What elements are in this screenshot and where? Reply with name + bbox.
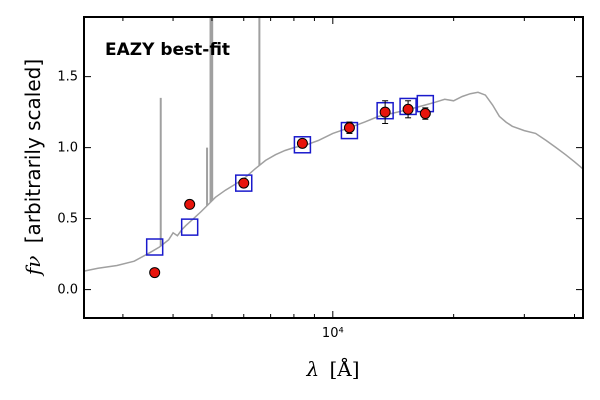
observed-photometry-point	[379, 106, 391, 118]
template-sed-line	[83, 91, 584, 272]
observed-photometry-point	[402, 103, 414, 115]
model-photometry-marker	[145, 238, 164, 256]
observed-photometry-point	[238, 177, 250, 189]
ticks-layer: 0.0 0.5 1.0 1.5 10⁴	[57, 17, 583, 341]
observed-photometry-point	[419, 108, 431, 120]
y-tick-label: 0.5	[57, 212, 78, 227]
y-axis-text: [arbitrarily scaled]	[21, 59, 45, 243]
chart-annotation: EAZY best-fit	[105, 40, 230, 60]
model-photometry-marker	[180, 218, 199, 236]
observed-photometry-point	[296, 137, 308, 149]
observed-photometry-point	[149, 267, 161, 279]
x-axis-unit: [Å]	[329, 356, 359, 381]
y-tick-label: 1.5	[57, 70, 78, 85]
y-axis-symbol: fν	[21, 256, 45, 278]
x-axis-symbol: λ	[305, 357, 319, 381]
x-axis-label: λ [Å]	[305, 356, 359, 381]
plot-frame	[83, 16, 584, 319]
photometry-layer	[145, 94, 435, 279]
model-photometry-marker	[234, 174, 253, 192]
y-axis-label: fν [arbitrarily scaled]	[21, 59, 45, 277]
model-photometry-marker	[293, 136, 312, 154]
y-tick-label: 1.0	[57, 141, 78, 156]
template-sed-layer	[83, 18, 584, 272]
x-tick-label: 10⁴	[322, 326, 344, 341]
observed-photometry-point	[343, 122, 355, 134]
y-tick-label: 0.0	[57, 283, 78, 298]
observed-photometry-point	[184, 198, 196, 210]
